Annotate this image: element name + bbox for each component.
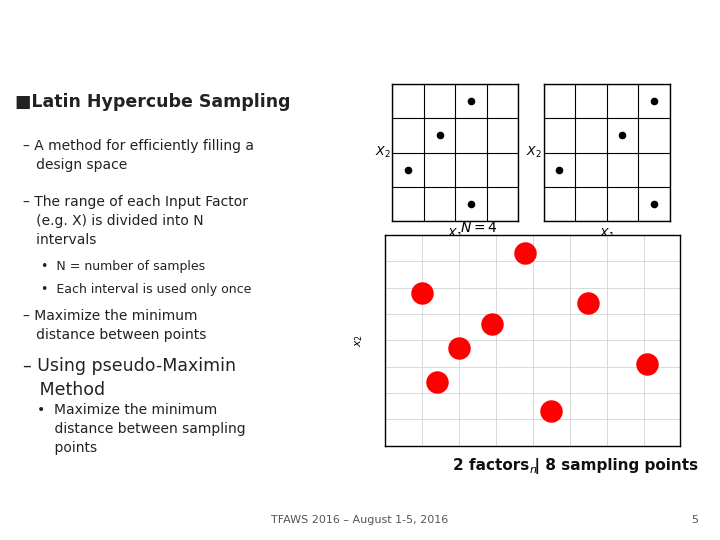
- Point: [454, 344, 465, 353]
- Text: $X_1$: $X_1$: [599, 227, 614, 242]
- Text: $X_2$: $X_2$: [526, 145, 542, 160]
- Point: [465, 200, 477, 208]
- Point: [431, 378, 443, 387]
- Text: $X_2$: $X_2$: [375, 145, 391, 160]
- Point: [487, 320, 498, 329]
- Text: 5: 5: [691, 515, 698, 525]
- Text: TFAWS 2016 – August 1-5, 2016: TFAWS 2016 – August 1-5, 2016: [271, 515, 449, 525]
- Text: $N = 4$: $N = 4$: [460, 221, 498, 235]
- Point: [582, 299, 594, 308]
- Text: – A method for efficiently filling a
   design space: – A method for efficiently filling a des…: [23, 139, 254, 172]
- Point: [546, 407, 557, 416]
- Text: $x_2$: $x_2$: [353, 334, 365, 347]
- Point: [465, 97, 477, 105]
- Point: [648, 97, 660, 105]
- Text: •  Maximize the minimum
    distance between sampling
    points: • Maximize the minimum distance between …: [37, 403, 246, 455]
- Text: – The range of each Input Factor
   (e.g. X) is divided into N
   intervals: – The range of each Input Factor (e.g. X…: [23, 195, 248, 247]
- Point: [402, 165, 414, 174]
- Text: •  N = number of samples: • N = number of samples: [42, 260, 206, 273]
- Point: [520, 249, 531, 258]
- Point: [434, 131, 446, 140]
- Text: $n$: $n$: [528, 465, 537, 475]
- Text: •  Each interval is used only once: • Each interval is used only once: [42, 284, 252, 296]
- Text: – Using pseudo-Maximin
   Method: – Using pseudo-Maximin Method: [23, 356, 236, 399]
- Text: – Maximize the minimum
   distance between points: – Maximize the minimum distance between …: [23, 309, 207, 342]
- Point: [616, 131, 628, 140]
- Point: [416, 288, 428, 297]
- Text: ■Latin Hypercube Sampling: ■Latin Hypercube Sampling: [15, 93, 291, 111]
- Point: [642, 360, 653, 368]
- Point: [648, 200, 660, 208]
- Point: [554, 165, 565, 174]
- Text: Sampling: Sampling: [280, 21, 440, 50]
- Text: $X_1$: $X_1$: [448, 227, 463, 242]
- Text: 2 factors | 8 sampling points: 2 factors | 8 sampling points: [453, 458, 698, 474]
